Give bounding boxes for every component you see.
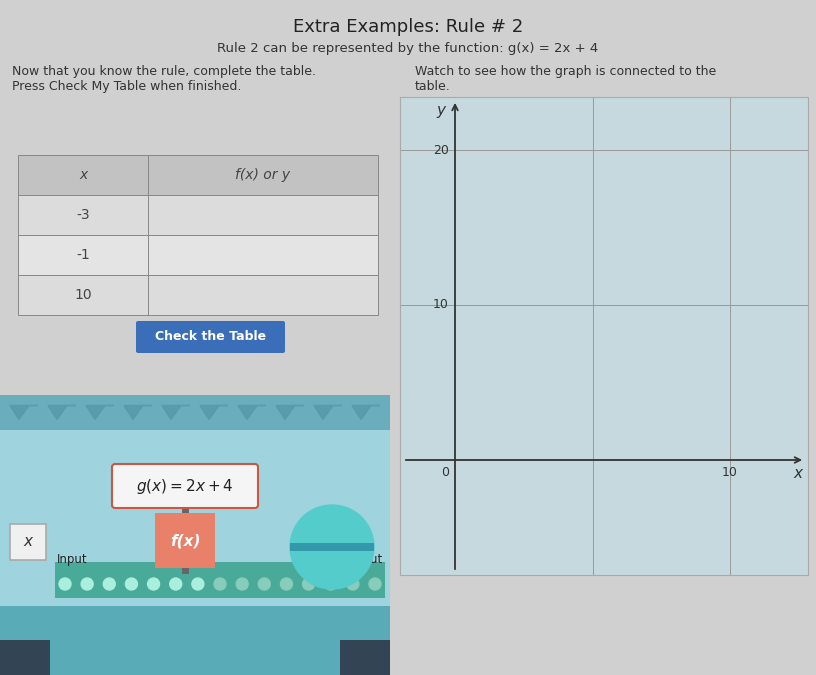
Bar [55,562,385,598]
Polygon shape [200,406,228,419]
Polygon shape [238,406,266,419]
Bar [18,275,378,315]
Text: x: x [24,535,33,549]
Polygon shape [48,406,76,419]
Text: Input: Input [57,553,87,566]
Bar [340,640,390,675]
Text: f(x): f(x) [170,533,200,548]
Text: Extra Examples: Rule # 2: Extra Examples: Rule # 2 [293,18,523,36]
FancyBboxPatch shape [10,524,46,560]
Bar [0,624,390,675]
Polygon shape [352,406,380,419]
Circle shape [192,578,204,590]
Text: f(x) or y: f(x) or y [236,168,290,182]
Text: Press Check My Table when finished.: Press Check My Table when finished. [12,80,242,93]
Polygon shape [314,406,342,419]
Circle shape [347,578,359,590]
Circle shape [214,578,226,590]
FancyBboxPatch shape [155,513,215,568]
Text: 0: 0 [441,466,449,479]
Text: x: x [79,168,87,182]
Bar [0,395,390,430]
Bar [18,235,378,275]
Polygon shape [86,406,114,419]
Circle shape [126,578,137,590]
Bar [18,155,378,195]
Text: Check the Table: Check the Table [155,331,266,344]
FancyBboxPatch shape [136,321,285,353]
Bar [290,543,374,551]
Text: Rule 2 can be represented by the function: g(x) = 2x + 4: Rule 2 can be represented by the functio… [217,42,599,55]
Circle shape [325,578,337,590]
Text: 10: 10 [433,298,449,311]
Text: -1: -1 [76,248,90,262]
Text: Watch to see how the graph is connected to the: Watch to see how the graph is connected … [415,65,716,78]
Circle shape [59,578,71,590]
Text: 20: 20 [433,144,449,157]
Circle shape [148,578,160,590]
Bar [0,640,50,675]
Text: 10: 10 [74,288,92,302]
Polygon shape [162,406,190,419]
Bar [18,195,378,235]
Text: -3: -3 [76,208,90,222]
Text: Output: Output [342,553,383,566]
Text: Now that you know the rule, complete the table.: Now that you know the rule, complete the… [12,65,316,78]
Polygon shape [10,406,38,419]
Circle shape [104,578,115,590]
Bar [0,606,390,624]
Text: y: y [437,103,446,119]
Circle shape [81,578,93,590]
Text: table.: table. [415,80,450,93]
Circle shape [290,505,374,589]
FancyBboxPatch shape [112,464,258,508]
Circle shape [170,578,182,590]
Circle shape [369,578,381,590]
Text: $g(x) = 2x + 4$: $g(x) = 2x + 4$ [136,477,233,495]
Circle shape [259,578,270,590]
Polygon shape [276,406,304,419]
Circle shape [303,578,315,590]
Text: 10: 10 [722,466,738,479]
Polygon shape [124,406,152,419]
Circle shape [236,578,248,590]
Bar [400,97,808,575]
Bar [0,395,390,675]
Text: x: x [793,466,802,481]
Circle shape [281,578,292,590]
